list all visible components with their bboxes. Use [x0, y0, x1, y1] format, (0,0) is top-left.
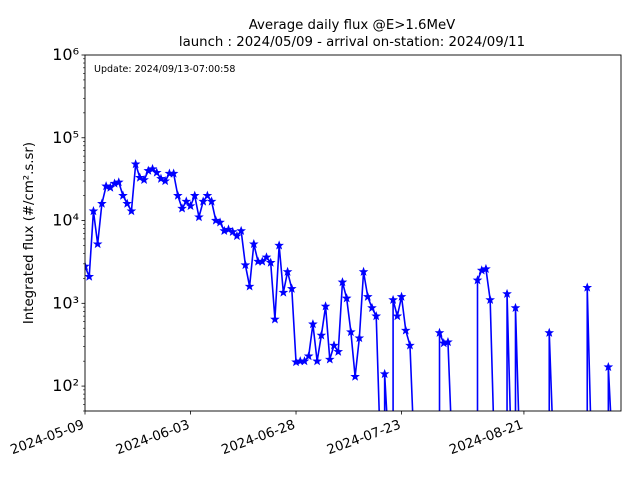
data-point-marker	[85, 271, 95, 281]
data-point-marker	[160, 175, 170, 186]
data-point-marker	[181, 196, 192, 206]
data-point-marker	[101, 181, 111, 191]
data-point-marker	[118, 190, 128, 200]
data-point-marker	[354, 333, 365, 343]
data-point-marker	[97, 198, 107, 208]
data-point-marker	[278, 287, 289, 297]
plot-area	[85, 159, 614, 411]
data-point-marker	[173, 190, 183, 200]
data-point-marker	[358, 266, 369, 276]
data-point-marker	[350, 371, 360, 381]
data-point-marker	[223, 224, 234, 234]
data-point-marker	[274, 240, 284, 250]
data-point-marker	[135, 172, 145, 182]
data-point-marker	[270, 314, 280, 324]
y-tick-label: 10²	[52, 376, 79, 395]
data-point-marker	[88, 206, 99, 216]
data-point-marker	[320, 301, 331, 311]
data-point-marker	[113, 177, 124, 187]
data-point-marker	[211, 215, 221, 225]
data-point-marker	[130, 159, 141, 169]
data-point-marker	[194, 212, 204, 222]
data-point-marker	[367, 302, 377, 313]
data-point-marker	[206, 196, 217, 206]
data-point-marker	[481, 263, 491, 274]
data-point-marker	[240, 259, 251, 270]
data-point-marker	[316, 330, 327, 340]
data-point-marker	[443, 337, 453, 347]
chart-subtitle: launch : 2024/05/09 - arrival on-station…	[179, 35, 525, 50]
plot-frame	[84, 54, 622, 412]
data-point-marker	[232, 230, 242, 241]
y-tick-label: 10⁴	[52, 211, 79, 230]
data-point-marker	[379, 368, 390, 379]
data-point-marker	[303, 351, 314, 361]
data-point-marker	[388, 294, 398, 304]
data-point-marker	[236, 225, 246, 235]
data-point-marker	[202, 190, 213, 200]
data-point-marker	[261, 252, 272, 262]
data-point-marker	[122, 198, 133, 208]
data-point-marker	[308, 319, 318, 329]
data-point-marker	[405, 340, 415, 350]
data-point-marker	[544, 327, 555, 337]
data-point-marker	[92, 238, 103, 249]
data-point-marker	[324, 354, 335, 364]
data-point-marker	[156, 173, 166, 183]
y-axis-label: Integrated flux (#/cm².s.sr)	[22, 142, 37, 324]
data-point-marker	[396, 291, 407, 301]
data-point-marker	[168, 168, 179, 178]
data-point-marker	[185, 200, 196, 211]
data-point-marker	[312, 356, 322, 366]
data-point-marker	[341, 293, 352, 303]
data-point-marker	[227, 226, 238, 236]
data-point-marker	[502, 288, 512, 298]
y-tick-label: 10³	[52, 293, 79, 312]
data-point-marker	[85, 261, 90, 271]
data-point-marker	[189, 190, 200, 200]
y-tick-label: 10⁵	[52, 128, 79, 147]
data-point-marker	[346, 326, 356, 337]
data-point-marker	[510, 302, 521, 313]
data-point-marker	[485, 294, 495, 304]
data-point-marker	[299, 356, 310, 366]
data-point-marker	[434, 327, 445, 337]
data-point-marker	[139, 174, 149, 184]
data-point-marker	[151, 167, 162, 177]
data-point-marker	[582, 282, 593, 292]
chart-title: Average daily flux @E>1.6MeV	[249, 18, 456, 33]
y-tick-label: 10⁶	[52, 45, 79, 64]
data-point-marker	[337, 277, 348, 287]
data-point-marker	[329, 340, 339, 350]
data-point-marker	[371, 311, 382, 321]
data-point-marker	[362, 291, 373, 301]
series-layer	[85, 159, 614, 411]
data-point-marker	[249, 238, 259, 249]
data-point-marker	[265, 257, 276, 267]
data-point-marker	[177, 203, 187, 213]
data-point-marker	[333, 346, 344, 356]
data-point-marker	[198, 196, 208, 206]
data-point-marker	[147, 163, 158, 174]
data-point-marker	[126, 206, 137, 216]
y-axis: 10² 10³ 10⁴ 10⁵ 10⁶	[52, 45, 85, 412]
data-point-marker	[244, 281, 255, 291]
data-point-marker	[282, 266, 293, 276]
data-point-marker	[400, 325, 411, 335]
data-point-marker	[286, 283, 297, 293]
update-annotation: Update: 2024/09/13-07:00:58	[94, 64, 235, 75]
data-point-marker	[392, 311, 403, 321]
data-point-marker	[603, 361, 614, 372]
data-point-marker	[215, 217, 225, 227]
data-point-marker	[472, 275, 483, 285]
